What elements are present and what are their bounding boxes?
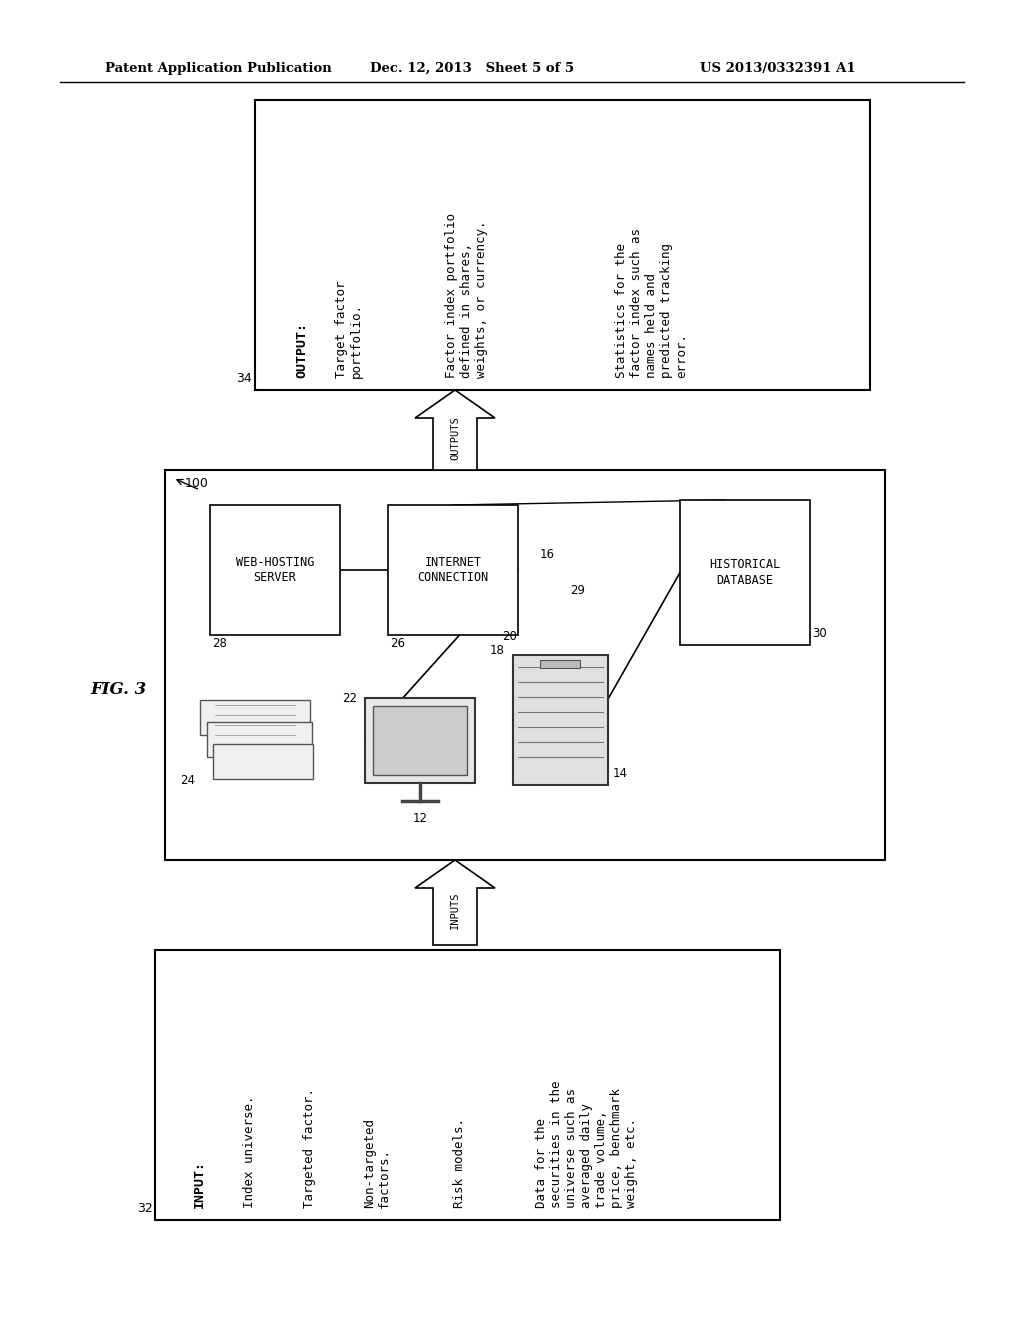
Text: 32: 32 (137, 1203, 153, 1214)
Text: 12: 12 (413, 813, 427, 825)
Text: Index universe.: Index universe. (243, 1096, 256, 1208)
Text: FIG. 3: FIG. 3 (90, 681, 146, 698)
Bar (365, 697, 475, 783)
Bar (540, 660, 580, 668)
Text: Dec. 12, 2013   Sheet 5 of 5: Dec. 12, 2013 Sheet 5 of 5 (370, 62, 574, 75)
Bar (680, 500, 810, 645)
Text: 30: 30 (812, 627, 826, 640)
Text: 22: 22 (342, 693, 357, 705)
Text: 20: 20 (502, 630, 517, 643)
Bar (155, 950, 780, 1220)
Text: Data for the
securities in the
universe such as
averaged daily
trade volume,
pri: Data for the securities in the universe … (535, 1081, 638, 1208)
Text: OUTPUTS: OUTPUTS (450, 416, 460, 459)
FancyBboxPatch shape (207, 722, 311, 756)
Text: HISTORICAL
DATABASE: HISTORICAL DATABASE (710, 558, 780, 586)
Text: Patent Application Publication: Patent Application Publication (105, 62, 332, 75)
Text: 24: 24 (180, 774, 195, 787)
Polygon shape (415, 389, 495, 470)
Text: OUTPUT:: OUTPUT: (295, 322, 308, 378)
Text: INPUT:: INPUT: (193, 1160, 206, 1208)
Text: WEB-HOSTING
SERVER: WEB-HOSTING SERVER (236, 556, 314, 583)
Text: 34: 34 (237, 372, 252, 385)
Text: Risk models.: Risk models. (453, 1118, 466, 1208)
Text: Target factor
portfolio.: Target factor portfolio. (335, 281, 362, 378)
Text: Targeted factor.: Targeted factor. (303, 1088, 316, 1208)
FancyBboxPatch shape (213, 744, 313, 779)
Text: 29: 29 (570, 583, 585, 597)
Bar (165, 470, 885, 861)
Text: 14: 14 (612, 767, 628, 780)
Text: Statistics for the
factor index such as
names held and
predicted tracking
error.: Statistics for the factor index such as … (615, 228, 688, 378)
Text: INPUTS: INPUTS (450, 892, 460, 929)
Bar (512, 655, 607, 785)
Polygon shape (415, 861, 495, 945)
Text: 100: 100 (185, 477, 209, 490)
Text: 16: 16 (540, 549, 555, 561)
Bar (388, 506, 518, 635)
Text: 18: 18 (490, 644, 505, 656)
Bar (373, 705, 467, 775)
Text: US 2013/0332391 A1: US 2013/0332391 A1 (700, 62, 856, 75)
Bar (255, 100, 870, 389)
Text: 26: 26 (390, 638, 406, 649)
Text: Non-targeted
factors.: Non-targeted factors. (362, 1118, 391, 1208)
Text: 28: 28 (212, 638, 227, 649)
Bar (210, 506, 340, 635)
Text: INTERNET
CONNECTION: INTERNET CONNECTION (418, 556, 488, 583)
Text: Factor index portfolio
defined in shares,
weights, or currency.: Factor index portfolio defined in shares… (445, 213, 488, 378)
FancyBboxPatch shape (200, 700, 310, 735)
